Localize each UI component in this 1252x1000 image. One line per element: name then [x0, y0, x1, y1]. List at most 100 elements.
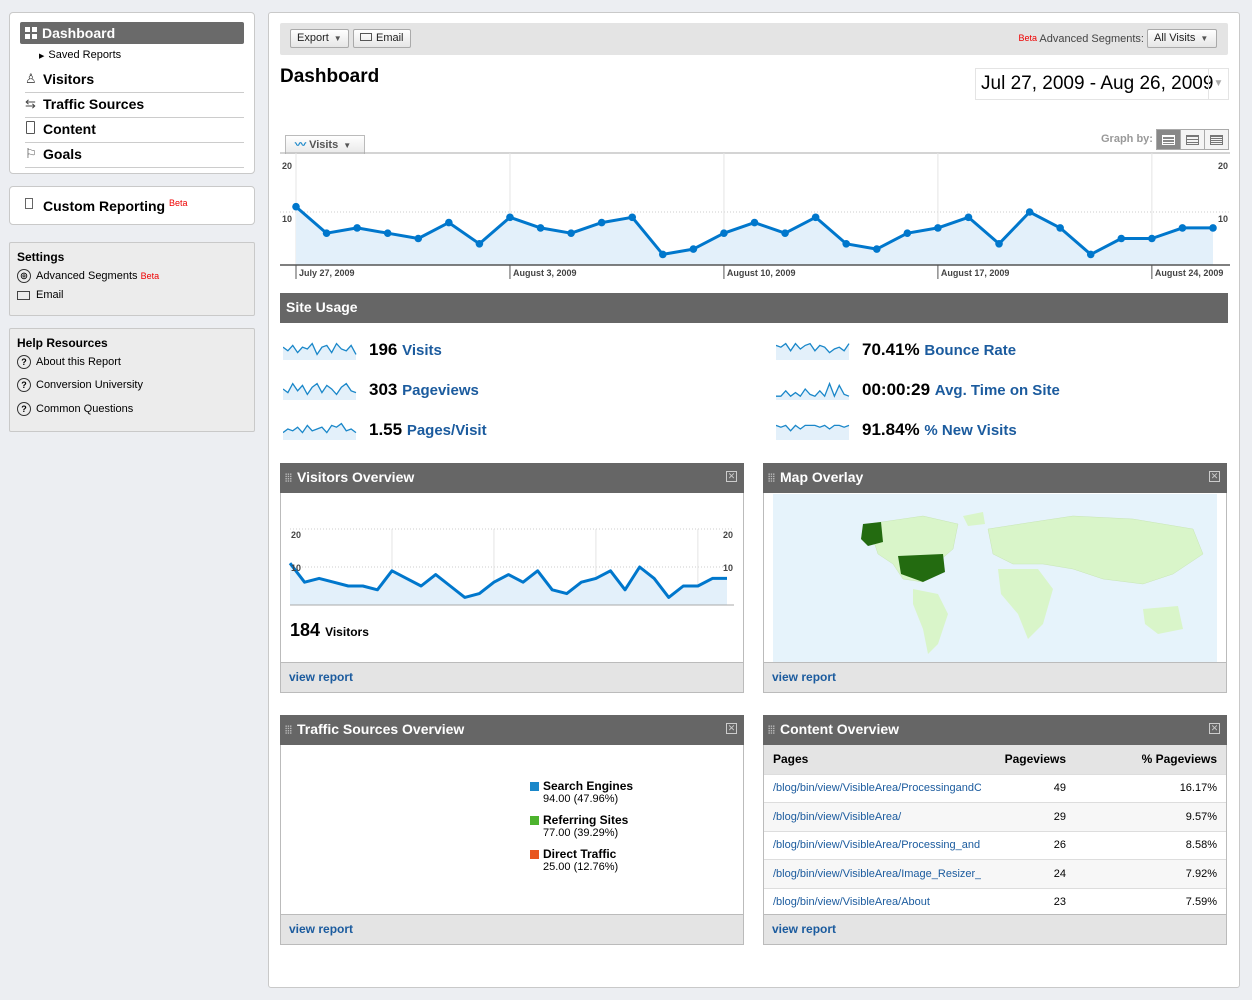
- pageviews-cell: 49: [981, 774, 1066, 803]
- metric--new-visits[interactable]: 91.84% % New Visits: [776, 418, 1176, 442]
- email-label: Email: [376, 32, 404, 44]
- graph-by-week-button[interactable]: [1181, 130, 1205, 149]
- y-tick-label-20: 20: [723, 530, 733, 540]
- panel-header[interactable]: Visitors Overview ✕: [280, 463, 744, 493]
- data-point: [964, 213, 973, 222]
- email-link[interactable]: Email: [17, 288, 64, 302]
- data-point: [1117, 234, 1126, 243]
- data-point: [1025, 208, 1034, 216]
- nav-label: Content: [43, 121, 96, 137]
- data-point: [1148, 234, 1156, 243]
- panel-title: Content Overview: [780, 721, 900, 737]
- sparkline-fill: [776, 425, 849, 440]
- pageviews-cell: 23: [981, 888, 1066, 917]
- content-table: Pages Pageviews % Pageviews /blog/bin/vi…: [764, 745, 1226, 917]
- panel-title: Map Overlay: [780, 469, 864, 485]
- data-point: [383, 229, 392, 237]
- panel-header[interactable]: Content Overview ✕: [763, 715, 1227, 745]
- column-header-pages[interactable]: Pages: [764, 745, 981, 775]
- close-icon[interactable]: ✕: [1209, 723, 1220, 734]
- sparkline-fill: [776, 343, 849, 360]
- metric-visits[interactable]: 196 Visits: [283, 338, 683, 362]
- help-link-questions[interactable]: ? Common Questions: [17, 402, 133, 416]
- data-point: [811, 213, 820, 222]
- view-report-link[interactable]: view report: [764, 914, 1226, 944]
- column-header-pageviews[interactable]: Pageviews: [981, 745, 1066, 775]
- metric-pages-visit[interactable]: 1.55 Pages/Visit: [283, 418, 683, 442]
- drag-handle-icon[interactable]: [768, 473, 775, 482]
- panel-header[interactable]: Map Overlay ✕: [763, 463, 1227, 493]
- legend-swatch: [530, 850, 539, 859]
- view-report-link[interactable]: view report: [281, 662, 743, 692]
- help-link-about[interactable]: ? About this Report: [17, 355, 121, 369]
- page-link[interactable]: /blog/bin/view/VisibleArea/Processing_an…: [764, 831, 981, 860]
- metric-label: Pageviews: [402, 382, 479, 399]
- view-report-link[interactable]: view report: [764, 662, 1226, 692]
- metric-bounce-rate[interactable]: 70.41% Bounce Rate: [776, 338, 1176, 362]
- world-map[interactable]: [773, 494, 1217, 662]
- page-link[interactable]: /blog/bin/view/VisibleArea/Image_Resizer…: [764, 859, 981, 889]
- pageviews-cell: 26: [981, 831, 1066, 860]
- drag-handle-icon[interactable]: [285, 473, 292, 482]
- page-link[interactable]: /blog/bin/view/VisibleArea/About: [764, 888, 981, 917]
- metric-avg-time-on-site[interactable]: 00:00:29 Avg. Time on Site: [776, 378, 1176, 402]
- nav-label: Goals: [43, 146, 82, 162]
- data-point: [842, 240, 850, 248]
- help-heading: Help Resources: [17, 336, 108, 350]
- page-path: /blog/bin/view/VisibleArea/About: [773, 896, 930, 909]
- metric-label: Pages/Visit: [406, 422, 487, 439]
- saved-reports-link[interactable]: ▶ Saved Reports: [39, 49, 121, 61]
- date-range-picker[interactable]: Jul 27, 2009 - Aug 26, 2009 ▼: [975, 68, 1229, 100]
- data-point: [1056, 224, 1064, 232]
- person-icon: ♙: [25, 71, 37, 86]
- segment-select[interactable]: All Visits ▼: [1147, 29, 1217, 48]
- data-point: [536, 224, 545, 232]
- email-button[interactable]: Email: [353, 29, 411, 48]
- graph-by-month-button[interactable]: [1205, 130, 1228, 149]
- data-point: [475, 240, 484, 248]
- nav-content[interactable]: Content: [25, 118, 244, 143]
- metric-label: Visits: [309, 139, 339, 151]
- data-point: [750, 218, 759, 227]
- metric-pageviews[interactable]: 303 Pageviews: [283, 378, 683, 402]
- graph-by-day-button[interactable]: [1157, 130, 1181, 149]
- advanced-segments-link[interactable]: ◎ Advanced Segments Beta: [17, 269, 159, 283]
- drag-handle-icon[interactable]: [768, 725, 775, 734]
- area-fill: [296, 206, 1213, 265]
- y-tick-label-10: 10: [282, 214, 292, 224]
- column-header-percent[interactable]: % Pageviews: [1066, 745, 1226, 775]
- panel-title: Visitors Overview: [297, 469, 415, 485]
- segments-icon: ◎: [17, 269, 31, 283]
- sparkline: [776, 381, 850, 400]
- visitors-chart: 20 10 20 10: [288, 528, 734, 606]
- nav-visitors[interactable]: ♙ Visitors: [25, 68, 244, 93]
- x-tick-label: August 10, 2009: [727, 268, 796, 278]
- drag-handle-icon[interactable]: [285, 725, 292, 734]
- custom-reporting-label: Custom Reporting: [43, 198, 166, 214]
- help-link-conversion[interactable]: ? Conversion University: [17, 378, 143, 392]
- metric-selector[interactable]: 〰 Visits ▼: [285, 135, 365, 154]
- page-link[interactable]: /blog/bin/view/VisibleArea/Processingand…: [764, 774, 981, 803]
- nav-traffic-sources[interactable]: ⇆ Traffic Sources: [25, 93, 244, 118]
- legend-item: Search Engines 94.00 (47.96%): [530, 779, 633, 813]
- legend-label: Search Engines: [543, 779, 634, 793]
- close-icon[interactable]: ✕: [1209, 471, 1220, 482]
- x-tick-label: August 17, 2009: [941, 268, 1010, 278]
- saved-reports-label: Saved Reports: [48, 49, 122, 61]
- arrows-icon: ⇆: [25, 96, 36, 111]
- sparkline-line: [776, 381, 850, 398]
- beta-badge: Beta: [169, 198, 188, 208]
- custom-reporting-link[interactable]: Custom Reporting Beta: [43, 198, 188, 214]
- view-report-link[interactable]: view report: [281, 914, 743, 944]
- sparkline: [283, 382, 357, 400]
- page-link[interactable]: /blog/bin/view/VisibleArea/: [764, 802, 981, 832]
- panel-header[interactable]: Traffic Sources Overview ✕: [280, 715, 744, 745]
- export-button[interactable]: Export ▼: [290, 29, 349, 48]
- beta-badge: Beta: [140, 271, 160, 281]
- close-icon[interactable]: ✕: [726, 723, 737, 734]
- nav-goals[interactable]: ⚐ Goals: [25, 143, 244, 168]
- metric-value: 1.55: [369, 420, 403, 439]
- legend-value: 25.00 (12.76%): [543, 861, 619, 873]
- close-icon[interactable]: ✕: [726, 471, 737, 482]
- nav-dashboard[interactable]: Dashboard: [20, 22, 244, 44]
